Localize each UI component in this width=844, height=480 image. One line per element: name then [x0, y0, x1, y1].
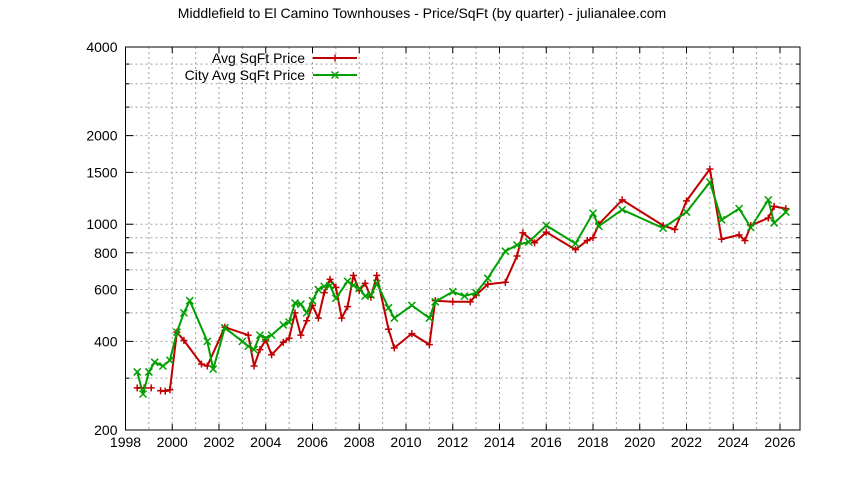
data-point: [209, 365, 218, 374]
data-point: [326, 281, 335, 290]
data-point: [343, 277, 352, 286]
chart-title: Middlefield to El Camino Townhouses - Pr…: [178, 5, 666, 21]
data-point: [220, 323, 229, 332]
data-point: [331, 294, 340, 303]
data-point: [203, 337, 212, 346]
axes: 1998 2000 2002 2004 2006 2008 2010 2012 2014 2016…: [86, 39, 801, 450]
data-point: [158, 361, 167, 371]
data-point: [302, 308, 311, 317]
data-point: [431, 297, 440, 306]
x-tick-label: 2008: [344, 434, 375, 450]
x-tick-label: 2012: [437, 434, 468, 450]
data-point: [320, 282, 329, 291]
x-tick-label: 2014: [484, 434, 515, 450]
x-tick-label: 2004: [250, 434, 281, 450]
x-tick-label: 2022: [671, 434, 702, 450]
data-point: [472, 288, 481, 297]
data-point: [179, 308, 188, 317]
data-point: [390, 314, 399, 323]
legend-label: Avg SqFt Price: [212, 50, 305, 66]
x-tick-label: 2010: [390, 434, 421, 450]
series-line: [160, 168, 786, 393]
grid-lines: [125, 47, 800, 430]
series-city-avg-sqft-price: [133, 178, 790, 399]
legend-label: City Avg SqFt Price: [185, 67, 306, 83]
y-tick-label: 800: [94, 245, 118, 261]
data-point: [144, 367, 153, 376]
data-point: [542, 221, 551, 230]
data-point: [244, 342, 253, 351]
y-tick-label: 200: [94, 422, 118, 438]
data-point: [267, 331, 276, 340]
data-point: [770, 218, 779, 227]
data-point: [330, 70, 340, 80]
data-point: [594, 222, 603, 231]
plot-border: [125, 46, 801, 431]
x-tick-label: 2018: [577, 434, 608, 450]
data-point: [185, 296, 194, 305]
x-tick-label: 2000: [157, 434, 188, 450]
data-point: [285, 318, 294, 327]
data-point: [279, 320, 288, 329]
x-tick-label: 2026: [764, 434, 795, 450]
data-point: [746, 223, 755, 232]
data-point: [513, 240, 522, 250]
data-point: [172, 328, 181, 337]
data-point: [682, 208, 691, 217]
data-point: [372, 279, 381, 288]
data-point: [150, 358, 159, 367]
y-tick-label: 400: [94, 333, 118, 349]
data-point: [524, 238, 533, 247]
data-point: [290, 298, 299, 308]
data-point: [764, 195, 773, 204]
data-point: [618, 205, 627, 214]
data-point: [460, 292, 469, 301]
y-tick-label: 4000: [86, 39, 117, 55]
y-tick-label: 600: [94, 282, 118, 298]
data-point: [384, 303, 393, 312]
x-tick-label: 2006: [297, 434, 328, 450]
y-tick-label: 1000: [86, 216, 117, 232]
x-tick-label: 2016: [531, 434, 562, 450]
series-line: [136, 181, 787, 395]
x-tick-label: 2020: [624, 434, 655, 450]
series-layer: [133, 165, 790, 399]
data-point: [448, 287, 457, 296]
data-point: [133, 367, 142, 376]
data-point: [308, 296, 317, 305]
data-point: [355, 284, 364, 293]
data-point: [571, 239, 580, 248]
data-point: [255, 331, 264, 340]
data-point: [139, 389, 148, 399]
data-point: [349, 281, 358, 290]
data-point: [261, 334, 270, 343]
data-point: [659, 224, 668, 233]
data-point: [483, 274, 492, 283]
x-tick-label: 1998: [110, 434, 141, 450]
data-point: [238, 337, 247, 346]
x-tick-label: 2024: [718, 434, 749, 450]
data-point: [361, 292, 370, 301]
data-point: [705, 178, 714, 187]
series-avg-sqft-price: [133, 165, 790, 395]
y-tick-label: 2000: [86, 128, 117, 144]
data-point: [250, 345, 259, 354]
data-point: [588, 209, 598, 218]
data-point: [781, 208, 790, 217]
data-point: [366, 290, 375, 300]
data-point: [407, 301, 416, 310]
data-point: [314, 285, 323, 294]
data-point: [296, 300, 305, 309]
data-point: [501, 247, 510, 256]
y-tick-label: 1500: [86, 164, 117, 180]
data-point: [425, 314, 434, 323]
data-point: [717, 215, 726, 224]
x-tick-label: 2002: [203, 434, 234, 450]
data-point: [165, 356, 174, 365]
data-point: [735, 204, 744, 213]
